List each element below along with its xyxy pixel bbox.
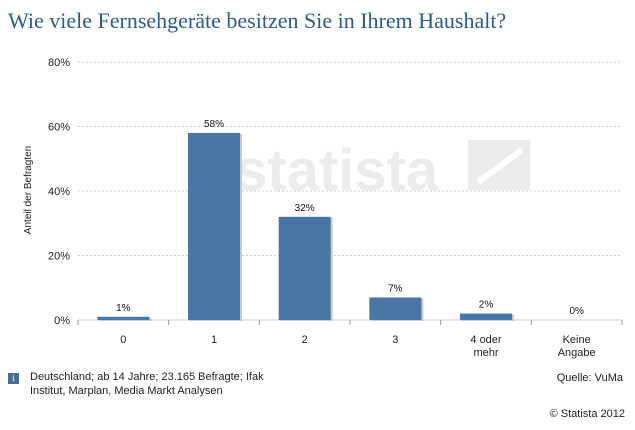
y-tick-label: 80%	[48, 57, 70, 69]
watermark: statista	[235, 138, 530, 203]
x-tick-label: 2	[302, 334, 308, 346]
bar	[278, 216, 331, 320]
data-label: 0%	[569, 306, 584, 317]
bar	[97, 316, 150, 320]
bar	[369, 297, 422, 320]
y-tick-label: 40%	[48, 186, 70, 198]
x-tick-label: 3	[392, 334, 398, 346]
x-axis: 0 1 2 3 4 oder mehr Keine Angabe	[77, 320, 623, 359]
data-labels: 1% 58% 32% 7% 2% 0%	[116, 119, 584, 317]
grid: 0% 20% 40% 60% 80%	[48, 57, 622, 327]
copyright-label: © Statista 2012	[549, 408, 625, 420]
bars	[97, 132, 514, 321]
y-axis-label: Anteil der Befragten	[23, 146, 34, 234]
y-tick-label: 0%	[54, 315, 70, 327]
data-label: 58%	[204, 119, 224, 130]
x-tick-label: 1	[211, 334, 217, 346]
page-title: Wie viele Fernsehgeräte besitzen Sie in …	[8, 8, 507, 33]
footer-note: Deutschland; ab 14 Jahre; 23.165 Befragt…	[30, 371, 264, 397]
watermark-logo-slash	[476, 147, 524, 185]
x-tick-label: Keine Angabe	[558, 334, 596, 359]
data-label: 32%	[295, 203, 315, 214]
y-tick-label: 20%	[48, 251, 70, 263]
bar	[188, 132, 240, 320]
info-icon[interactable]: i	[8, 373, 19, 384]
x-tick-label: 0	[120, 334, 126, 346]
data-label: 7%	[388, 283, 403, 294]
source-label: Quelle: VuMa	[556, 372, 623, 384]
watermark-text: statista	[235, 138, 439, 203]
data-label: 2%	[479, 300, 494, 311]
x-tick-label: 4 oder mehr	[470, 334, 502, 359]
data-label: 1%	[116, 303, 131, 314]
bar	[460, 313, 512, 320]
y-tick-label: 60%	[48, 122, 70, 134]
